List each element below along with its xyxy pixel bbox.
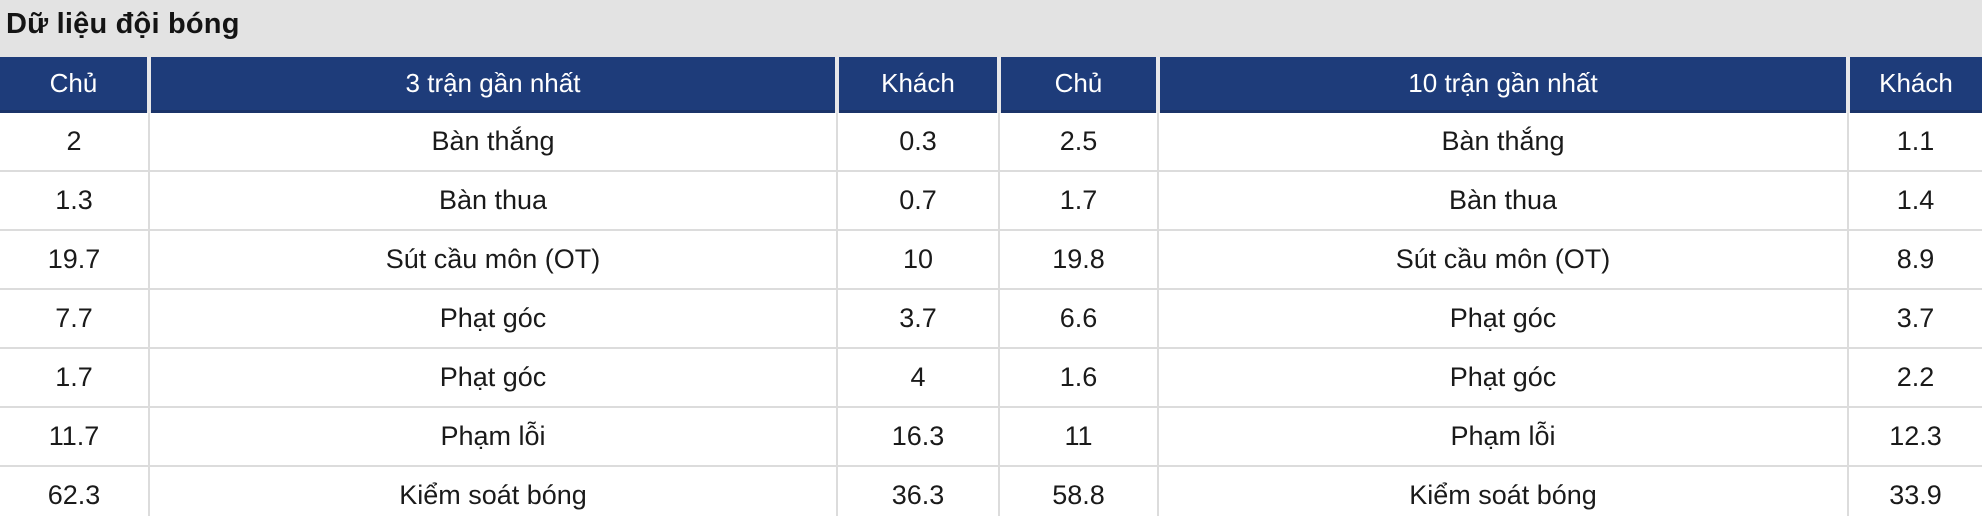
table-row: 62.3 Kiểm soát bóng 36.3 58.8 Kiểm soát bóng… — [0, 466, 1982, 516]
home-last3-value-cell: 2 — [0, 111, 150, 172]
header-home-last10: Chủ — [999, 57, 1160, 113]
stat-label-last10-cell: Kiểm soát bóng — [1158, 466, 1849, 516]
home-last10-value-cell: 2.5 — [999, 111, 1159, 172]
table-row: 11.7 Phạm lỗi 16.3 11 Phạm lỗi 12.3 — [0, 407, 1982, 467]
header-away-last10: Khách — [1848, 57, 1982, 113]
stat-label-last3-cell: Bàn thắng — [149, 111, 838, 172]
stat-label-last3-cell: Sút cầu môn (OT) — [149, 230, 838, 290]
stat-label-last10-cell: Phạt góc — [1158, 348, 1849, 408]
home-last10-value-cell: 1.6 — [999, 348, 1159, 408]
table-row: 2 Bàn thắng 0.3 2.5 Bàn thắng 1.1 — [0, 111, 1982, 172]
away-last10-value-cell: 33.9 — [1848, 466, 1982, 516]
away-last10-value-cell: 3.7 — [1848, 289, 1982, 349]
table-body: 2 Bàn thắng 0.3 2.5 Bàn thắng 1.1 1.3 Bàn thua 0… — [0, 111, 1982, 516]
home-last3-value-cell: 7.7 — [0, 289, 150, 349]
stat-label-last3-cell: Bàn thua — [149, 171, 838, 231]
away-last10-value-cell: 1.1 — [1848, 111, 1982, 172]
stat-label-last10-cell: Phạm lỗi — [1158, 407, 1849, 467]
table-row: 19.7 Sút cầu môn (OT) 10 19.8 Sút cầu môn (O… — [0, 230, 1982, 290]
away-last3-value-cell: 0.3 — [837, 111, 1000, 172]
home-last10-value-cell: 58.8 — [999, 466, 1159, 516]
away-last10-value-cell: 12.3 — [1848, 407, 1982, 467]
home-last3-value-cell: 11.7 — [0, 407, 150, 467]
home-last3-value-cell: 1.3 — [0, 171, 150, 231]
away-last3-value-cell: 0.7 — [837, 171, 1000, 231]
table-header-row: Chủ 3 trận gần nhất Khách Chủ 10 trận gầ… — [0, 57, 1982, 113]
stat-label-last10-cell: Sút cầu môn (OT) — [1158, 230, 1849, 290]
stat-label-last3-cell: Phạm lỗi — [149, 407, 838, 467]
table-row: 1.7 Phạt góc 4 1.6 Phạt góc 2.2 — [0, 348, 1982, 408]
away-last10-value-cell: 1.4 — [1848, 171, 1982, 231]
header-away-last3: Khách — [837, 57, 1001, 113]
section-title: Dữ liệu đội bóng — [6, 8, 240, 40]
table-row: 7.7 Phạt góc 3.7 6.6 Phạt góc 3.7 — [0, 289, 1982, 349]
away-last10-value-cell: 2.2 — [1848, 348, 1982, 408]
stat-label-last3-cell: Phạt góc — [149, 348, 838, 408]
title-bar: Dữ liệu đội bóng — [0, 0, 1982, 57]
team-stats-table: Chủ 3 trận gần nhất Khách Chủ 10 trận gầ… — [0, 57, 1982, 516]
away-last10-value-cell: 8.9 — [1848, 230, 1982, 290]
home-last10-value-cell: 6.6 — [999, 289, 1159, 349]
home-last3-value-cell: 62.3 — [0, 466, 150, 516]
header-home-last3: Chủ — [0, 57, 151, 113]
stat-label-last10-cell: Bàn thắng — [1158, 111, 1849, 172]
stat-label-last10-cell: Phạt góc — [1158, 289, 1849, 349]
home-last10-value-cell: 1.7 — [999, 171, 1159, 231]
home-last10-value-cell: 19.8 — [999, 230, 1159, 290]
away-last3-value-cell: 16.3 — [837, 407, 1000, 467]
away-last3-value-cell: 3.7 — [837, 289, 1000, 349]
header-stat-last10: 10 trận gần nhất — [1158, 57, 1850, 113]
home-last3-value-cell: 1.7 — [0, 348, 150, 408]
stat-label-last3-cell: Phạt góc — [149, 289, 838, 349]
away-last3-value-cell: 10 — [837, 230, 1000, 290]
stat-label-last10-cell: Bàn thua — [1158, 171, 1849, 231]
header-stat-last3: 3 trận gần nhất — [149, 57, 839, 113]
table-row: 1.3 Bàn thua 0.7 1.7 Bàn thua 1.4 — [0, 171, 1982, 231]
away-last3-value-cell: 4 — [837, 348, 1000, 408]
home-last3-value-cell: 19.7 — [0, 230, 150, 290]
away-last3-value-cell: 36.3 — [837, 466, 1000, 516]
home-last10-value-cell: 11 — [999, 407, 1159, 467]
stat-label-last3-cell: Kiểm soát bóng — [149, 466, 838, 516]
